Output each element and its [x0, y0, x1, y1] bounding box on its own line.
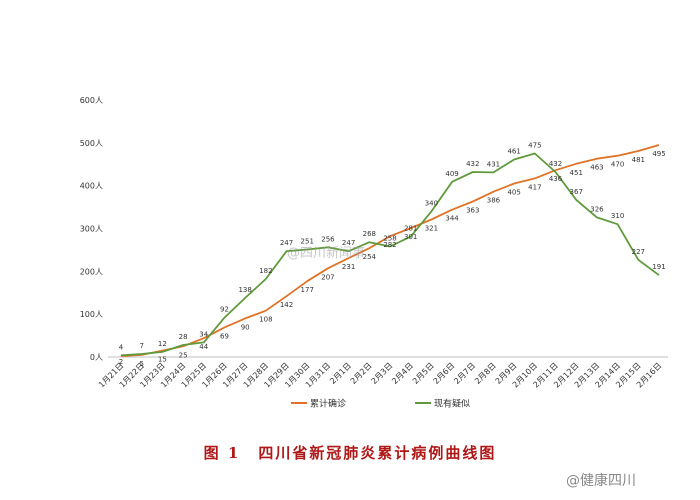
data-label: 12	[158, 340, 167, 348]
data-label: 405	[507, 189, 520, 197]
x-tick-label: 2月3日	[370, 361, 395, 386]
y-tick-label: 500人	[80, 139, 103, 148]
data-label: 177	[301, 286, 314, 294]
y-tick-label: 300人	[80, 225, 103, 234]
data-label: 4	[119, 343, 124, 351]
watermark-corner: @健康四川	[566, 473, 636, 489]
data-label: 340	[425, 199, 438, 207]
data-label: 15	[158, 356, 167, 364]
data-label: 34	[199, 330, 208, 338]
data-label: 256	[321, 235, 335, 243]
data-label: 92	[220, 306, 229, 314]
data-label: 470	[611, 161, 624, 169]
data-label: 432	[466, 160, 479, 168]
x-tick-label: 2月6日	[432, 361, 457, 386]
legend-label-suspected: 现有疑似	[434, 398, 470, 410]
data-label: 281	[404, 225, 417, 233]
x-tick-label: 2月8日	[473, 361, 498, 386]
data-label: 2	[119, 358, 123, 366]
data-label: 475	[528, 142, 541, 150]
y-tick-label: 100人	[80, 310, 103, 319]
data-label: 25	[179, 351, 188, 359]
y-axis-tick-labels: 0人 100人 200人 300人 400人 500人 600人	[80, 96, 103, 362]
data-label: 108	[259, 316, 272, 324]
legend: 累计确诊 现有疑似	[291, 398, 470, 410]
data-label: 282	[383, 241, 396, 249]
x-tick-label: 2月4日	[390, 361, 415, 386]
data-label: 432	[549, 160, 562, 168]
watermark-center: @四川新闻事	[287, 246, 366, 261]
data-label: 417	[528, 183, 541, 191]
data-label: 461	[507, 148, 520, 156]
data-label: 481	[632, 156, 645, 164]
figure-number: 图 1	[203, 444, 241, 462]
data-labels: 2 515254469901081421772072312542823013213…	[119, 142, 666, 368]
y-tick-label: 0人	[90, 353, 103, 362]
data-label: 142	[280, 301, 293, 309]
data-label: 326	[590, 205, 604, 213]
y-tick-label: 600人	[80, 96, 103, 105]
x-axis-tick-labels: 1月21日1月22日1月23日1月24日1月25日1月26日1月27日1月28日…	[97, 361, 663, 389]
figure-caption: 图 1 四川省新冠肺炎累计病例曲线图	[0, 442, 700, 463]
data-label: 367	[570, 188, 583, 196]
data-label: 207	[321, 273, 334, 281]
data-label: 5	[139, 360, 143, 368]
data-label: 301	[404, 233, 417, 241]
data-label: 386	[487, 197, 501, 205]
data-label: 247	[342, 239, 355, 247]
data-label: 258	[383, 234, 396, 242]
data-label: 182	[259, 267, 272, 275]
y-tick-label: 400人	[80, 182, 103, 191]
data-label: 268	[363, 230, 376, 238]
data-label: 28	[179, 333, 188, 341]
data-label: 344	[445, 215, 459, 223]
data-label: 7	[139, 342, 143, 350]
data-label: 251	[301, 237, 314, 245]
x-tick-label: 2月7日	[452, 361, 477, 386]
legend-label-confirmed: 累计确诊	[310, 398, 346, 410]
x-tick-label: 2月1日	[328, 361, 353, 386]
data-label: 363	[466, 207, 479, 215]
figure-caption-text: 四川省新冠肺炎累计病例曲线图	[258, 444, 497, 462]
data-label: 451	[570, 169, 583, 177]
data-label: 247	[280, 239, 293, 247]
data-label: 90	[241, 323, 250, 331]
data-label: 191	[652, 263, 665, 271]
data-label: 310	[611, 212, 624, 220]
series-line-suspected	[120, 152, 660, 357]
data-label: 69	[220, 332, 229, 340]
data-label: 321	[425, 225, 438, 233]
x-tick-label: 2月5日	[411, 361, 436, 386]
x-tick-label: 2月2日	[349, 361, 374, 386]
data-label: 436	[549, 175, 563, 183]
data-label: 431	[487, 160, 500, 168]
data-label: 463	[590, 164, 603, 172]
data-label: 138	[238, 286, 251, 294]
data-label: 231	[342, 263, 355, 271]
data-label: 44	[199, 343, 208, 351]
data-label: 409	[445, 170, 458, 178]
series-lines	[120, 144, 660, 357]
data-label: 495	[652, 150, 665, 158]
data-label: 254	[363, 253, 377, 261]
data-label: 227	[632, 248, 645, 256]
y-tick-label: 200人	[80, 267, 103, 276]
